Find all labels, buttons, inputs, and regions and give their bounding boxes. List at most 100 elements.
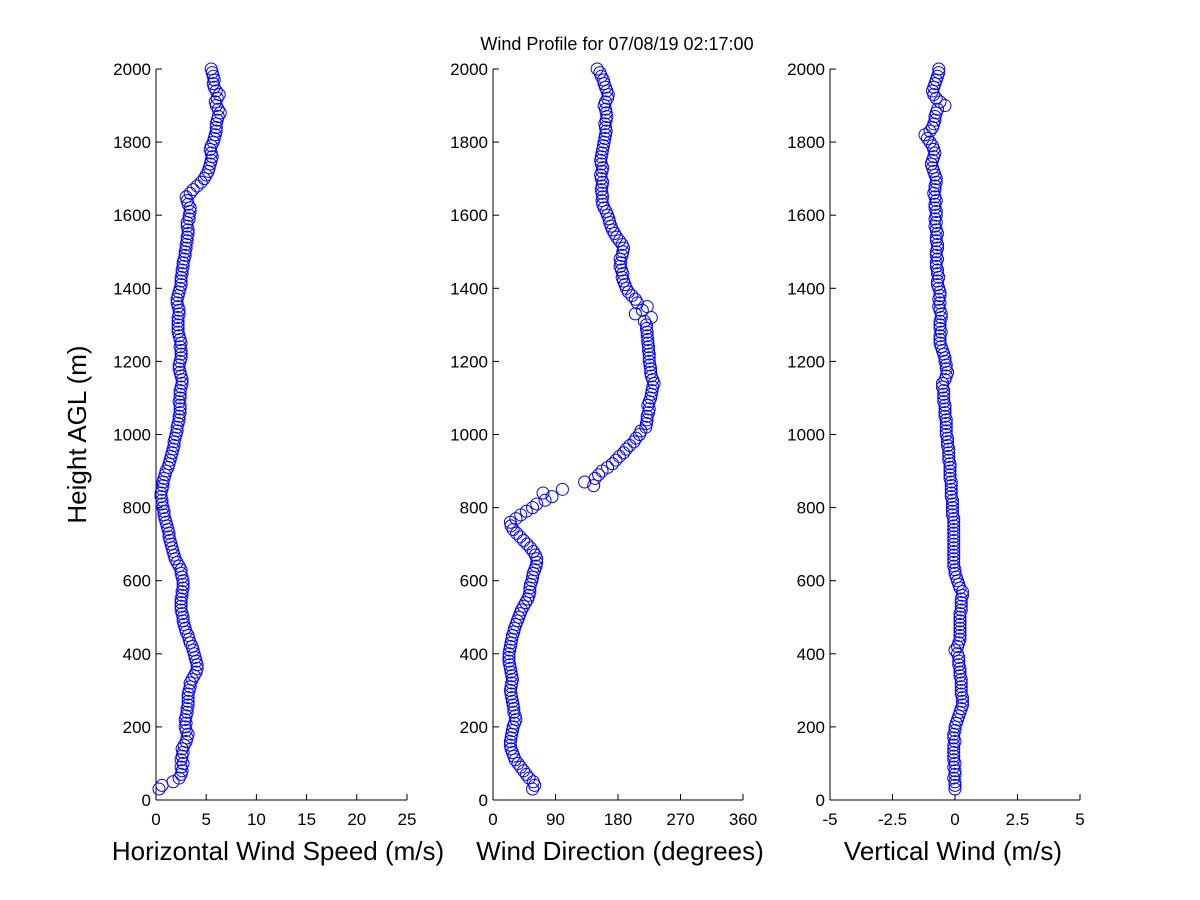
data-point-horizontal-wind-speed xyxy=(174,563,188,577)
x-tick-label-wind-direction: 360 xyxy=(729,810,757,829)
y-tick-label-wind-direction: 1600 xyxy=(450,206,488,225)
data-point-horizontal-wind-speed xyxy=(174,599,188,613)
data-point-wind-direction xyxy=(526,501,540,515)
data-point-horizontal-wind-speed xyxy=(183,186,197,200)
y-tick-label-vertical-wind: 200 xyxy=(797,718,825,737)
data-point-wind-direction xyxy=(502,654,516,668)
data-point-horizontal-wind-speed xyxy=(173,406,187,420)
data-point-vertical-wind xyxy=(939,428,953,441)
panel-wind-direction: 0 200 400 600 800 1000 1200 1400 1600 1800 2000 0 90… xyxy=(450,60,764,866)
x-tick-label-horizontal-wind-speed: 20 xyxy=(347,810,366,829)
y-tick-label-wind-direction: 800 xyxy=(460,499,488,518)
data-point-wind-direction xyxy=(609,453,623,467)
data-point-wind-direction xyxy=(520,537,534,551)
data-point-wind-direction xyxy=(639,318,653,332)
data-point-vertical-wind xyxy=(954,596,968,610)
data-point-wind-direction xyxy=(612,449,626,463)
data-point-horizontal-wind-speed xyxy=(171,318,185,332)
y-tick-label-wind-direction: 1200 xyxy=(450,352,488,371)
data-point-vertical-wind xyxy=(953,621,967,635)
x-tick-label-horizontal-wind-speed: 25 xyxy=(398,810,417,829)
data-point-vertical-wind xyxy=(928,201,942,215)
data-point-wind-direction xyxy=(635,303,649,317)
data-point-vertical-wind xyxy=(948,782,962,796)
data-point-vertical-wind xyxy=(931,241,944,255)
data-point-vertical-wind xyxy=(954,683,968,697)
data-point-wind-direction xyxy=(612,234,626,248)
data-point-wind-direction xyxy=(592,468,606,482)
y-tick-label-horizontal-wind-speed: 800 xyxy=(123,499,151,518)
data-point-horizontal-wind-speed xyxy=(182,212,196,226)
y-tick-label-wind-direction: 2000 xyxy=(450,60,488,79)
data-point-vertical-wind xyxy=(954,603,968,617)
data-point-horizontal-wind-speed xyxy=(181,226,195,240)
data-point-horizontal-wind-speed xyxy=(212,88,226,102)
data-point-vertical-wind xyxy=(933,332,947,346)
data-point-vertical-wind xyxy=(933,336,947,350)
data-point-vertical-wind xyxy=(947,548,961,562)
x-tick-label-wind-direction: 180 xyxy=(604,810,632,829)
y-tick-label-horizontal-wind-speed: 1000 xyxy=(113,426,151,445)
data-point-vertical-wind xyxy=(948,643,962,657)
data-point-vertical-wind xyxy=(942,449,956,463)
data-point-horizontal-wind-speed xyxy=(194,175,208,189)
data-point-vertical-wind xyxy=(931,102,944,116)
y-tick-label-horizontal-wind-speed: 1400 xyxy=(113,279,151,298)
data-point-vertical-wind xyxy=(933,318,947,332)
data-point-wind-direction xyxy=(590,62,604,76)
data-point-vertical-wind xyxy=(943,464,957,478)
data-point-wind-direction xyxy=(545,490,559,504)
data-point-vertical-wind xyxy=(947,552,961,566)
data-point-vertical-wind xyxy=(951,647,964,661)
y-tick-label-vertical-wind: 600 xyxy=(797,572,825,591)
data-point-horizontal-wind-speed xyxy=(174,351,188,365)
data-point-wind-direction xyxy=(536,486,550,500)
data-point-vertical-wind xyxy=(921,131,934,145)
data-point-wind-direction xyxy=(599,95,612,109)
data-point-vertical-wind xyxy=(947,559,961,573)
data-point-vertical-wind xyxy=(953,625,967,639)
x-tick-label-horizontal-wind-speed: 0 xyxy=(151,810,160,829)
y-tick-label-wind-direction: 400 xyxy=(460,645,488,664)
y-tick-label-horizontal-wind-speed: 2000 xyxy=(113,60,151,79)
data-point-vertical-wind xyxy=(947,742,961,756)
data-point-horizontal-wind-speed xyxy=(167,438,181,452)
y-tick-label-vertical-wind: 400 xyxy=(797,645,825,664)
data-point-wind-direction xyxy=(629,431,643,445)
data-point-wind-direction xyxy=(528,548,542,562)
data-point-vertical-wind xyxy=(953,614,967,628)
data-point-wind-direction xyxy=(628,292,642,306)
data-point-horizontal-wind-speed xyxy=(176,614,190,628)
y-tick-label-horizontal-wind-speed: 1200 xyxy=(113,352,151,371)
data-point-vertical-wind xyxy=(947,519,961,533)
data-point-horizontal-wind-speed xyxy=(211,102,225,116)
data-point-vertical-wind xyxy=(946,501,959,515)
data-point-horizontal-wind-speed xyxy=(204,62,218,76)
data-point-wind-direction xyxy=(502,650,516,664)
data-point-vertical-wind xyxy=(944,479,958,493)
y-tick-label-vertical-wind: 0 xyxy=(816,791,825,810)
data-point-wind-direction xyxy=(507,705,521,719)
data-point-wind-direction xyxy=(517,599,531,613)
data-point-vertical-wind xyxy=(947,753,961,767)
data-point-horizontal-wind-speed xyxy=(157,508,171,522)
data-point-vertical-wind xyxy=(941,438,954,452)
data-point-wind-direction xyxy=(639,322,653,335)
data-point-wind-direction xyxy=(524,541,537,555)
data-point-wind-direction xyxy=(605,457,619,471)
data-point-horizontal-wind-speed xyxy=(181,698,195,712)
data-point-horizontal-wind-speed xyxy=(209,84,223,98)
data-point-horizontal-wind-speed xyxy=(175,588,189,602)
data-point-vertical-wind xyxy=(947,544,961,558)
data-point-horizontal-wind-speed xyxy=(180,234,194,248)
data-point-horizontal-wind-speed xyxy=(154,490,168,504)
data-point-horizontal-wind-speed xyxy=(175,376,189,390)
data-point-horizontal-wind-speed xyxy=(156,479,170,493)
data-point-vertical-wind xyxy=(953,618,967,632)
data-point-wind-direction xyxy=(514,603,528,617)
data-point-vertical-wind xyxy=(938,406,952,420)
data-point-wind-direction xyxy=(517,534,531,547)
data-point-vertical-wind xyxy=(928,183,942,197)
y-tick-label-vertical-wind: 800 xyxy=(797,499,825,518)
